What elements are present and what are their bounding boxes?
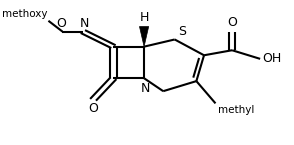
Text: methyl: methyl — [218, 105, 254, 115]
Text: S: S — [178, 25, 186, 38]
Text: N: N — [141, 82, 150, 95]
Text: H: H — [139, 11, 149, 24]
Text: O: O — [227, 16, 237, 29]
Polygon shape — [139, 27, 149, 47]
Text: O: O — [56, 17, 66, 30]
Text: OH: OH — [263, 52, 282, 65]
Text: methoxy: methoxy — [2, 9, 47, 19]
Text: O: O — [88, 102, 98, 115]
Text: N: N — [79, 17, 89, 30]
